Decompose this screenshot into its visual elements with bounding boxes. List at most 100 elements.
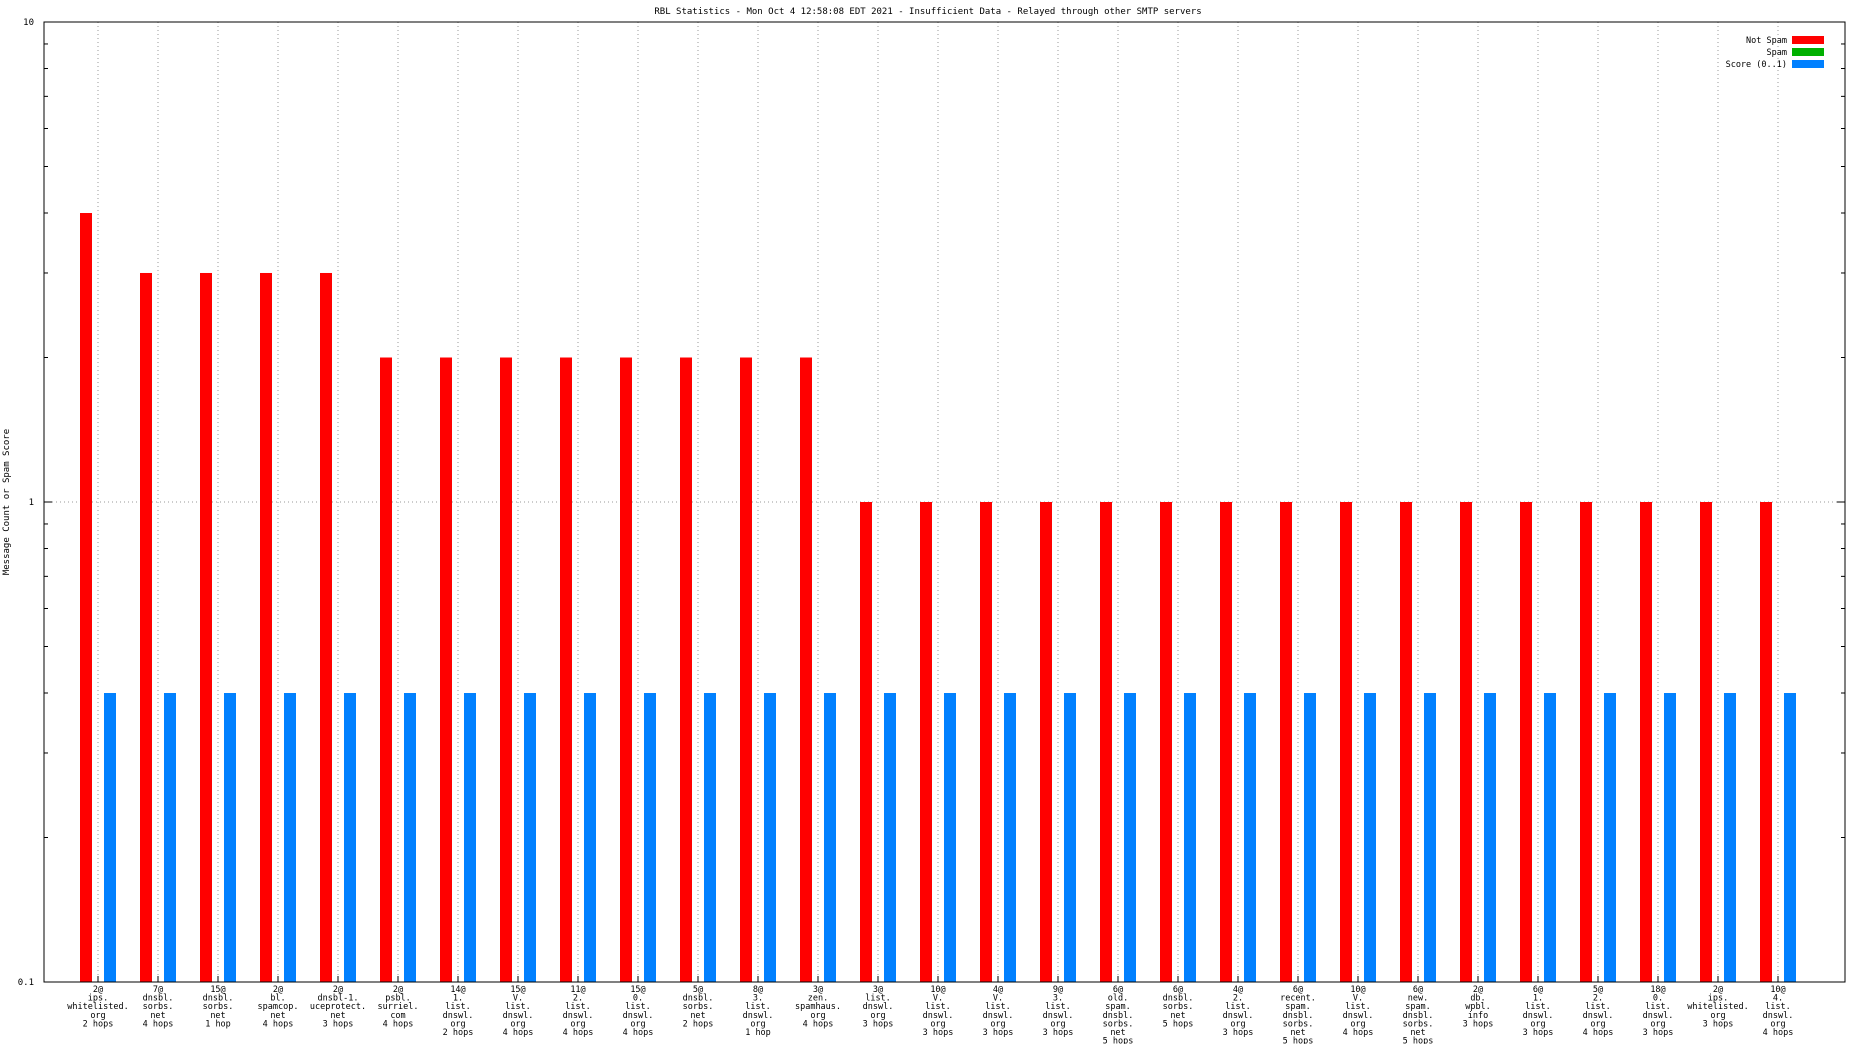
x-category-label: 15@: [210, 985, 225, 995]
x-category-label: 5 hops: [1103, 1037, 1134, 1044]
legend: Not Spam Spam Score (0..1): [1726, 36, 1824, 70]
bar-0-20: [1280, 502, 1292, 982]
bar-0-15: [980, 502, 992, 982]
bar-0-8: [560, 357, 572, 982]
x-category-label: org: [1650, 1019, 1665, 1029]
bar-2-13: [884, 693, 896, 982]
x-category-label: 2@: [273, 985, 283, 995]
bar-0-25: [1580, 502, 1592, 982]
bar-2-12: [824, 693, 836, 982]
bar-0-27: [1700, 502, 1712, 982]
x-category-label: zen.: [808, 994, 828, 1004]
x-category-label: 2 hops: [83, 1019, 114, 1029]
bar-0-7: [500, 357, 512, 982]
x-category-label: org: [1590, 1019, 1605, 1029]
x-category-label: net: [1410, 1028, 1425, 1038]
x-category-label: dnsbl.: [143, 994, 174, 1004]
bar-2-18: [1184, 693, 1196, 982]
x-category-label: 0.: [1653, 994, 1663, 1004]
x-category-label: 4 hops: [1583, 1028, 1614, 1038]
x-category-label: org: [570, 1019, 585, 1029]
x-category-label: bl.: [270, 994, 285, 1004]
x-category-label: spam.: [1285, 1002, 1311, 1012]
x-category-label: 2@: [393, 985, 403, 995]
x-category-label: list.: [865, 994, 891, 1004]
x-category-label: 3 hops: [1043, 1028, 1074, 1038]
bar-2-10: [704, 693, 716, 982]
bar-2-16: [1064, 693, 1076, 982]
x-category-label: list.: [1645, 1002, 1671, 1012]
bar-2-3: [284, 693, 296, 982]
bar-2-27: [1724, 693, 1736, 982]
bar-0-14: [920, 502, 932, 982]
x-category-label: org: [810, 1011, 825, 1021]
x-category-label: 6@: [1533, 985, 1543, 995]
bar-0-12: [800, 357, 812, 982]
x-category-label: 1.: [1533, 994, 1543, 1004]
x-category-label: sorbs.: [1283, 1019, 1314, 1029]
x-category-label: 4 hops: [383, 1019, 414, 1029]
x-category-label: list.: [1525, 1002, 1551, 1012]
x-category-label: 3 hops: [1223, 1028, 1254, 1038]
x-category-label: dnswl.: [1643, 1011, 1674, 1021]
chart-title: RBL Statistics - Mon Oct 4 12:58:08 EDT …: [654, 7, 1201, 17]
x-category-label: dnsbl.: [1403, 1011, 1434, 1021]
x-category-label: spam.: [1405, 1002, 1431, 1012]
x-category-label: list.: [925, 1002, 951, 1012]
x-category-label: dnsbl.: [1103, 1011, 1134, 1021]
bar-0-2: [200, 272, 212, 982]
x-category-label: org: [1050, 1019, 1065, 1029]
bar-2-6: [464, 693, 476, 982]
x-category-label: net: [330, 1011, 345, 1021]
x-category-label: org: [90, 1011, 105, 1021]
x-category-label: ips.: [1708, 994, 1728, 1004]
bar-0-26: [1640, 502, 1652, 982]
x-category-label: recent.: [1280, 994, 1316, 1004]
x-category-label: list.: [625, 1002, 651, 1012]
bar-0-28: [1760, 502, 1772, 982]
legend-label: Score (0..1): [1726, 60, 1787, 70]
bar-0-9: [620, 357, 632, 982]
x-category-label: 11@: [570, 985, 585, 995]
x-category-label: dnswl.: [1343, 1011, 1374, 1021]
x-category-label: 8@: [753, 985, 763, 995]
x-category-label: org: [630, 1019, 645, 1029]
x-category-label: 5 hops: [1403, 1037, 1434, 1044]
x-category-label: 6@: [1413, 985, 1423, 995]
x-category-label: dnsbl.: [1163, 994, 1194, 1004]
x-category-label: list.: [1345, 1002, 1371, 1012]
x-category-label: 4 hops: [563, 1028, 594, 1038]
x-category-label: net: [690, 1011, 705, 1021]
legend-swatch: [1792, 60, 1824, 68]
x-category-label: 15@: [630, 985, 645, 995]
x-category-label: list.: [505, 1002, 531, 1012]
bar-0-21: [1340, 502, 1352, 982]
x-category-label: 2@: [333, 985, 343, 995]
x-category-label: 3 hops: [1703, 1019, 1734, 1029]
x-category-label: 2 hops: [443, 1028, 474, 1038]
x-category-label: net: [270, 1011, 285, 1021]
bar-2-22: [1424, 693, 1436, 982]
bar-0-1: [140, 272, 152, 982]
legend-swatch: [1792, 48, 1824, 56]
bar-0-0: [80, 213, 92, 982]
x-category-label: org: [750, 1019, 765, 1029]
bar-2-21: [1364, 693, 1376, 982]
x-category-label: 2 hops: [683, 1019, 714, 1029]
bar-2-9: [644, 693, 656, 982]
bar-2-23: [1484, 693, 1496, 982]
bar-0-18: [1160, 502, 1172, 982]
x-category-label: dnsbl.: [203, 994, 234, 1004]
x-category-label: 4@: [1233, 985, 1243, 995]
grid-layer: [44, 22, 1845, 982]
x-category-label: whitelisted.: [67, 1002, 128, 1012]
bar-2-14: [944, 693, 956, 982]
y-axis-label: Message Count or Spam Score: [2, 429, 12, 575]
bar-0-13: [860, 502, 872, 982]
x-category-label: 3.: [1053, 994, 1063, 1004]
bar-2-4: [344, 693, 356, 982]
y-tick-label: 1: [29, 498, 34, 508]
bar-2-8: [584, 693, 596, 982]
x-category-label: 1.: [453, 994, 463, 1004]
